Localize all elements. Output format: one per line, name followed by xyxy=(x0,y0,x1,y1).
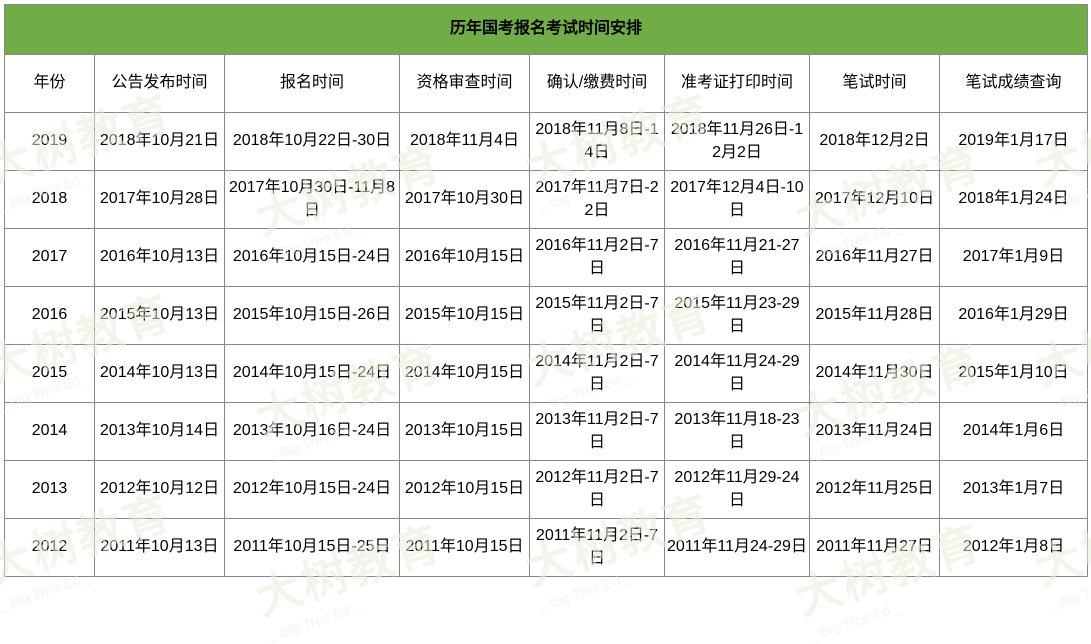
table-row: 20172016年10月13日2016年10月15日-24日2016年10月15… xyxy=(5,229,1088,287)
table-cell: 2018年10月22日-30日 xyxy=(225,113,400,171)
table-cell: 2018年1月24日 xyxy=(940,171,1088,229)
table-row: 20192018年10月21日2018年10月22日-30日2018年11月4日… xyxy=(5,113,1088,171)
table-cell: 2018 xyxy=(5,171,95,229)
watermark-sub-text: _ Big Tree Ed _ xyxy=(266,569,454,644)
table-cell: 2017年12月4日-10日 xyxy=(665,171,810,229)
table-cell: 2016年11月21-27日 xyxy=(665,229,810,287)
table-cell: 2015年11月23-29日 xyxy=(665,287,810,345)
table-cell: 2015年10月13日 xyxy=(95,287,225,345)
table-title: 历年国考报名考试时间安排 xyxy=(5,5,1088,55)
col-result: 笔试成绩查询 xyxy=(940,55,1088,113)
table-cell: 2017年11月7日-22日 xyxy=(530,171,665,229)
table-cell: 2017年10月30日 xyxy=(400,171,530,229)
table-cell: 2018年12月2日 xyxy=(810,113,940,171)
table-cell: 2013年11月2日-7日 xyxy=(530,403,665,461)
table-cell: 2018年11月26日-12月2日 xyxy=(665,113,810,171)
table-cell: 2013年1月7日 xyxy=(940,461,1088,519)
table-cell: 2017年12月10日 xyxy=(810,171,940,229)
table-cell: 2013年10月14日 xyxy=(95,403,225,461)
table-cell: 2014年10月13日 xyxy=(95,345,225,403)
table-cell: 2016 xyxy=(5,287,95,345)
table-cell: 2017年1月9日 xyxy=(940,229,1088,287)
table-header-row: 年份 公告发布时间 报名时间 资格审查时间 确认/缴费时间 准考证打印时间 笔试… xyxy=(5,55,1088,113)
table-cell: 2015年1月10日 xyxy=(940,345,1088,403)
table-cell: 2018年10月21日 xyxy=(95,113,225,171)
table-row: 20152014年10月13日2014年10月15日-24日2014年10月15… xyxy=(5,345,1088,403)
table-cell: 2014年11月24-29日 xyxy=(665,345,810,403)
table-row: 20132012年10月12日2012年10月15日-24日2012年10月15… xyxy=(5,461,1088,519)
table-cell: 2017 xyxy=(5,229,95,287)
table-cell: 2014年11月2日-7日 xyxy=(530,345,665,403)
schedule-table-wrap: 历年国考报名考试时间安排 年份 公告发布时间 报名时间 资格审查时间 确认/缴费… xyxy=(4,4,1087,577)
table-cell: 2012年10月12日 xyxy=(95,461,225,519)
table-cell: 2016年10月13日 xyxy=(95,229,225,287)
table-cell: 2011年10月15日 xyxy=(400,519,530,577)
table-cell: 2017年10月30日-11月8日 xyxy=(225,171,400,229)
table-cell: 2013年11月24日 xyxy=(810,403,940,461)
table-cell: 2019年1月17日 xyxy=(940,113,1088,171)
table-cell: 2011年11月2日-7日 xyxy=(530,519,665,577)
table-cell: 2012年10月15日 xyxy=(400,461,530,519)
table-row: 20142013年10月14日2013年10月16日-24日2013年10月15… xyxy=(5,403,1088,461)
col-qualify: 资格审查时间 xyxy=(400,55,530,113)
table-cell: 2018年11月4日 xyxy=(400,113,530,171)
table-cell: 2016年1月29日 xyxy=(940,287,1088,345)
table-row: 20182017年10月28日2017年10月30日-11月8日2017年10月… xyxy=(5,171,1088,229)
table-cell: 2014年11月30日 xyxy=(810,345,940,403)
table-cell: 2017年10月28日 xyxy=(95,171,225,229)
table-cell: 2016年11月2日-7日 xyxy=(530,229,665,287)
table-cell: 2011年10月13日 xyxy=(95,519,225,577)
table-cell: 2012年1月8日 xyxy=(940,519,1088,577)
table-cell: 2014年10月15日-24日 xyxy=(225,345,400,403)
table-cell: 2013 xyxy=(5,461,95,519)
col-announce: 公告发布时间 xyxy=(95,55,225,113)
col-year: 年份 xyxy=(5,55,95,113)
table-cell: 2012年11月25日 xyxy=(810,461,940,519)
table-row: 20162015年10月13日2015年10月15日-26日2015年10月15… xyxy=(5,287,1088,345)
table-cell: 2015 xyxy=(5,345,95,403)
table-cell: 2014年10月15日 xyxy=(400,345,530,403)
watermark-sub-text: _ Big Tree Ed _ xyxy=(806,569,994,644)
table-cell: 2018年11月8日-14日 xyxy=(530,113,665,171)
table-cell: 2016年10月15日-24日 xyxy=(225,229,400,287)
col-register: 报名时间 xyxy=(225,55,400,113)
table-body: 20192018年10月21日2018年10月22日-30日2018年11月4日… xyxy=(5,113,1088,577)
table-cell: 2011年11月24-29日 xyxy=(665,519,810,577)
table-cell: 2016年10月15日 xyxy=(400,229,530,287)
table-row: 20122011年10月13日2011年10月15日-25日2011年10月15… xyxy=(5,519,1088,577)
schedule-table: 历年国考报名考试时间安排 年份 公告发布时间 报名时间 资格审查时间 确认/缴费… xyxy=(4,4,1088,577)
table-cell: 2016年11月27日 xyxy=(810,229,940,287)
col-confirm-pay: 确认/缴费时间 xyxy=(530,55,665,113)
table-cell: 2015年11月28日 xyxy=(810,287,940,345)
table-cell: 2019 xyxy=(5,113,95,171)
table-cell: 2013年10月16日-24日 xyxy=(225,403,400,461)
table-cell: 2012年11月2日-7日 xyxy=(530,461,665,519)
table-cell: 2012年10月15日-24日 xyxy=(225,461,400,519)
table-cell: 2012年11月29-24日 xyxy=(665,461,810,519)
table-cell: 2015年10月15日 xyxy=(400,287,530,345)
table-title-row: 历年国考报名考试时间安排 xyxy=(5,5,1088,55)
table-cell: 2011年11月27日 xyxy=(810,519,940,577)
table-cell: 2014年1月6日 xyxy=(940,403,1088,461)
table-cell: 2015年11月2日-7日 xyxy=(530,287,665,345)
table-cell: 2014 xyxy=(5,403,95,461)
table-cell: 2011年10月15日-25日 xyxy=(225,519,400,577)
col-exam: 笔试时间 xyxy=(810,55,940,113)
table-cell: 2015年10月15日-26日 xyxy=(225,287,400,345)
table-cell: 2013年10月15日 xyxy=(400,403,530,461)
table-cell: 2013年11月18-23日 xyxy=(665,403,810,461)
table-cell: 2012 xyxy=(5,519,95,577)
col-print: 准考证打印时间 xyxy=(665,55,810,113)
